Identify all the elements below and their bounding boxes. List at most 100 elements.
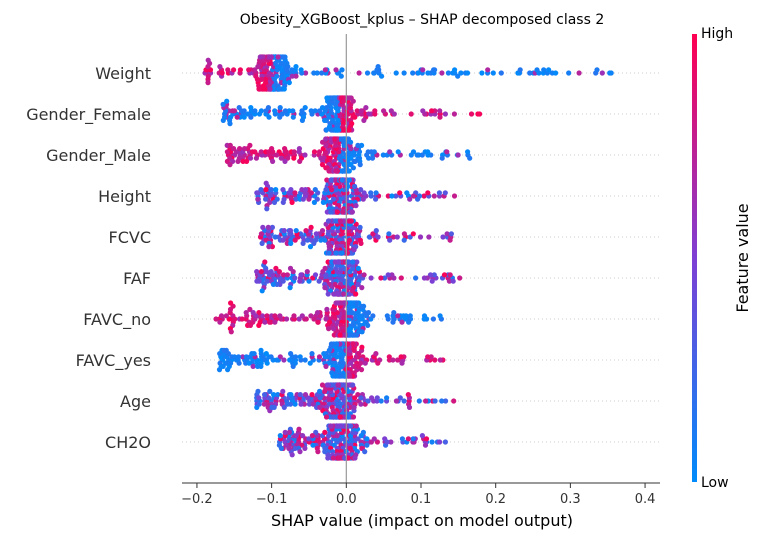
shap-point <box>346 177 352 183</box>
shap-point <box>234 114 240 120</box>
shap-point <box>576 70 582 76</box>
shap-point <box>258 76 265 82</box>
x-tick-label: −0.1 <box>256 492 288 507</box>
shap-point <box>370 313 376 319</box>
shap-point <box>321 351 327 357</box>
shap-point <box>417 234 424 240</box>
shap-point <box>289 199 295 205</box>
shap-point <box>286 108 292 114</box>
x-axis: −0.2 −0.1 0.0 0.1 0.2 0.3 0.4 <box>181 482 660 507</box>
shap-point <box>391 111 397 117</box>
shap-point <box>272 313 278 319</box>
shap-point <box>338 250 344 256</box>
shap-point <box>300 433 306 439</box>
shap-point <box>384 395 390 401</box>
shap-point <box>333 218 339 224</box>
shap-point <box>332 259 338 265</box>
shap-point <box>272 319 278 325</box>
shap-point <box>358 187 364 193</box>
shap-point <box>378 275 384 281</box>
shap-point <box>304 269 310 275</box>
shap-point <box>399 319 405 325</box>
shap-point <box>358 108 364 114</box>
shap-point <box>292 190 298 196</box>
shap-point <box>252 67 258 73</box>
shap-point <box>375 360 381 366</box>
shap-point <box>607 70 613 76</box>
shap-point <box>355 281 361 287</box>
shap-point <box>332 177 338 183</box>
shap-point <box>375 234 381 240</box>
shap-point <box>309 351 315 357</box>
feature-label: Weight <box>95 64 151 83</box>
shap-point <box>450 278 456 284</box>
shap-point <box>266 244 272 250</box>
shap-point <box>293 73 299 79</box>
shap-point <box>263 196 269 202</box>
shap-point <box>308 108 314 114</box>
shap-point <box>256 278 262 284</box>
shap-point <box>258 269 264 275</box>
shap-point <box>546 67 552 73</box>
shap-point <box>410 149 417 155</box>
shap-point <box>373 196 379 202</box>
shap-point <box>365 398 371 404</box>
shap-point <box>258 347 264 353</box>
shap-point <box>231 354 238 360</box>
shap-point <box>457 275 463 281</box>
shap-point <box>259 240 265 246</box>
shap-point <box>485 67 491 73</box>
shap-point <box>517 67 523 73</box>
shap-point <box>274 152 280 158</box>
shap-point <box>425 190 431 196</box>
shap-points <box>202 54 614 461</box>
feature-label: Height <box>98 187 151 206</box>
shap-point <box>237 146 243 152</box>
shap-point <box>421 275 427 281</box>
shap-point <box>223 313 229 319</box>
shap-point <box>353 423 359 429</box>
shap-point <box>437 313 443 319</box>
shap-point <box>365 322 371 328</box>
shap-point <box>366 234 373 240</box>
shap-point <box>432 67 438 73</box>
shap-point <box>323 136 329 142</box>
shap-point <box>342 127 348 133</box>
shap-point <box>266 114 272 120</box>
shap-point <box>427 272 434 278</box>
shap-point <box>221 347 227 353</box>
shap-point <box>289 452 295 458</box>
shap-point <box>231 67 237 73</box>
shap-point <box>326 347 332 353</box>
shap-point <box>265 224 271 230</box>
shap-point <box>385 272 391 278</box>
shap-point <box>272 234 278 240</box>
shap-point <box>297 354 303 360</box>
shap-point <box>319 228 326 234</box>
shap-point <box>290 114 296 120</box>
shap-point <box>393 398 399 404</box>
shap-point <box>354 108 360 114</box>
shap-point <box>390 234 396 240</box>
shap-point <box>278 445 284 451</box>
shap-point <box>313 231 319 237</box>
shap-point <box>288 240 294 246</box>
shap-point <box>374 439 380 445</box>
shap-point <box>351 404 357 410</box>
shap-point <box>364 436 370 442</box>
shap-point <box>296 426 302 432</box>
shap-point <box>293 433 299 439</box>
shap-point <box>227 162 233 168</box>
shap-point <box>271 404 277 410</box>
shap-point <box>302 187 309 193</box>
shap-point <box>308 224 314 230</box>
shap-point <box>393 70 399 76</box>
shap-point <box>442 111 448 117</box>
shap-point <box>316 278 322 284</box>
shap-point <box>271 199 278 205</box>
shap-point <box>358 395 364 401</box>
shap-point <box>322 67 328 73</box>
chart-title: Obesity_XGBoost_kplus – SHAP decomposed … <box>240 12 604 28</box>
shap-point <box>387 149 393 155</box>
shap-point <box>256 395 262 401</box>
